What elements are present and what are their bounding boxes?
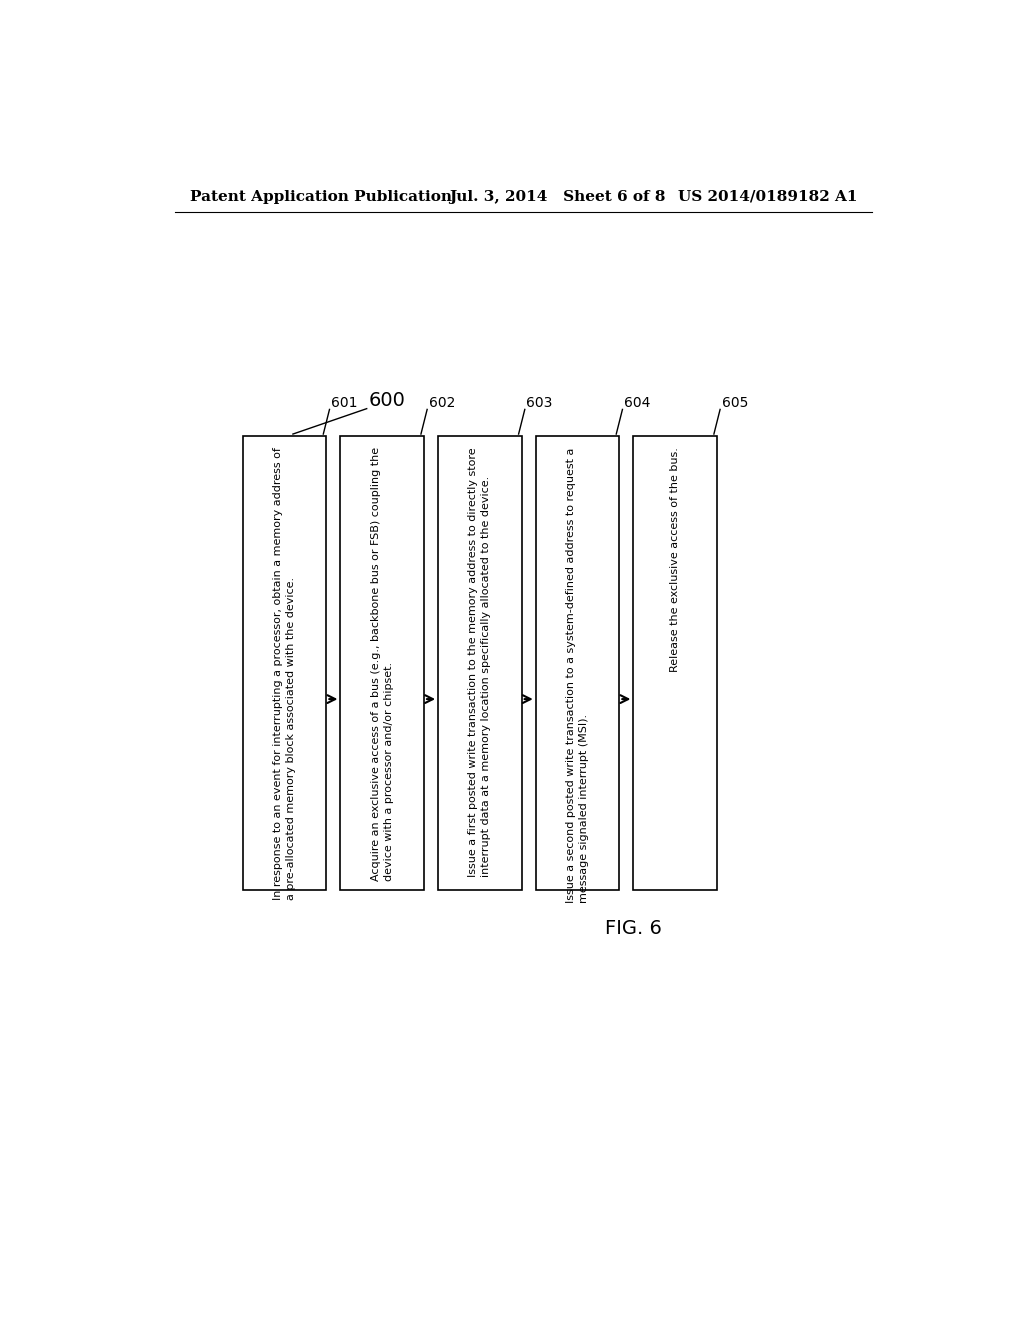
Text: 602: 602	[429, 396, 455, 411]
Bar	[438, 436, 521, 890]
Bar	[340, 436, 424, 890]
Bar	[536, 436, 620, 890]
Text: In response to an event for interrupting a processor, obtain a memory address of: In response to an event for interrupting…	[273, 447, 296, 900]
Bar	[633, 436, 717, 890]
Text: Jul. 3, 2014   Sheet 6 of 8: Jul. 3, 2014 Sheet 6 of 8	[450, 190, 667, 203]
Text: 601: 601	[331, 396, 357, 411]
Text: Issue a second posted write transaction to a system-defined address to request a: Issue a second posted write transaction …	[566, 447, 589, 903]
Text: FIG. 6: FIG. 6	[604, 919, 662, 939]
Text: 603: 603	[526, 396, 553, 411]
Text: Acquire an exclusive access of a bus (e.g., backbone bus or FSB) coupling the
de: Acquire an exclusive access of a bus (e.…	[371, 447, 394, 882]
Text: Issue a first posted write transaction to the memory address to directly store
i: Issue a first posted write transaction t…	[468, 447, 492, 876]
Text: Release the exclusive access of the bus.: Release the exclusive access of the bus.	[670, 447, 680, 672]
Text: 605: 605	[722, 396, 748, 411]
Text: 604: 604	[624, 396, 650, 411]
Text: Patent Application Publication: Patent Application Publication	[190, 190, 452, 203]
Text: US 2014/0189182 A1: US 2014/0189182 A1	[678, 190, 858, 203]
Text: 600: 600	[369, 392, 406, 411]
Bar	[243, 436, 327, 890]
